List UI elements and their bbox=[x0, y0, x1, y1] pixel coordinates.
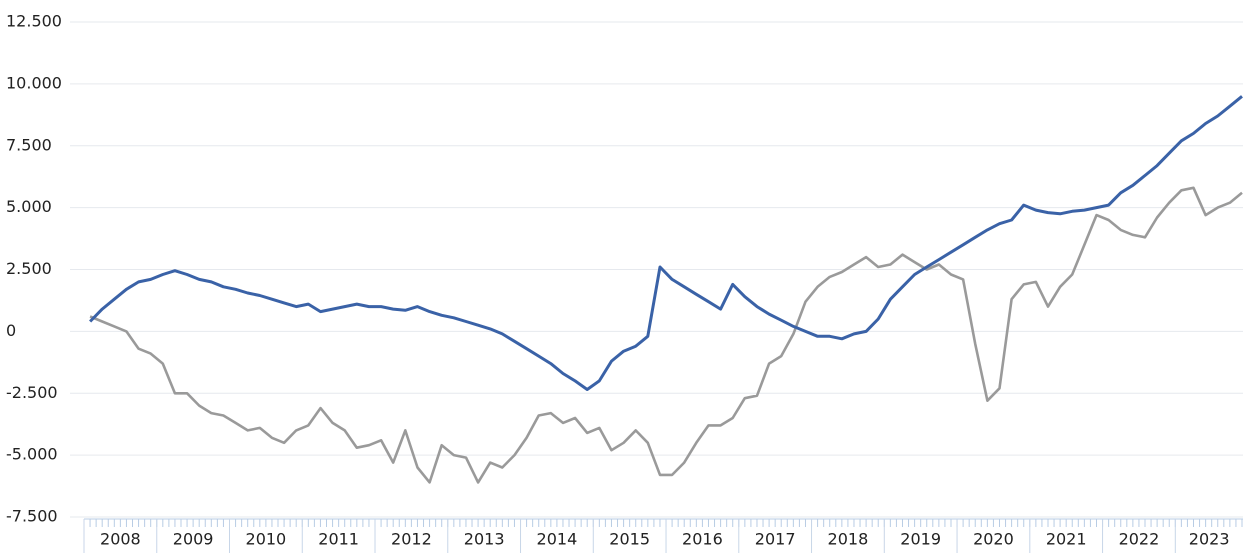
y-tick-label: -7.500 bbox=[6, 507, 58, 526]
y-tick-label: 0 bbox=[6, 321, 16, 340]
x-tick-label: 2016 bbox=[682, 530, 723, 549]
series-line bbox=[89, 95, 1243, 391]
x-tick-label: 2021 bbox=[1046, 530, 1087, 549]
x-tick-label: 2018 bbox=[828, 530, 869, 549]
y-tick-label: 5.000 bbox=[6, 197, 52, 216]
x-tick-label: 2015 bbox=[609, 530, 650, 549]
x-tick-label: 2014 bbox=[537, 530, 578, 549]
y-tick-label: 7.500 bbox=[6, 135, 52, 154]
x-tick-label: 2012 bbox=[391, 530, 432, 549]
x-tick-label: 2022 bbox=[1119, 530, 1160, 549]
y-tick-label: 2.500 bbox=[6, 259, 52, 278]
y-tick-label: 10.000 bbox=[6, 73, 62, 92]
x-tick-label: 2008 bbox=[100, 530, 141, 549]
x-tick-label: 2013 bbox=[464, 530, 505, 549]
x-tick-label: 2020 bbox=[973, 530, 1014, 549]
x-tick-label: 2009 bbox=[173, 530, 214, 549]
y-tick-label: 12.500 bbox=[6, 12, 62, 31]
x-tick-label: 2010 bbox=[246, 530, 287, 549]
x-tick-label: 2019 bbox=[900, 530, 941, 549]
x-tick-label: 2017 bbox=[755, 530, 796, 549]
x-tick-label: 2023 bbox=[1189, 530, 1230, 549]
y-tick-label: -2.500 bbox=[6, 383, 58, 402]
x-tick-label: 2011 bbox=[318, 530, 359, 549]
y-tick-label: -5.000 bbox=[6, 445, 58, 464]
series-line bbox=[89, 186, 1243, 484]
